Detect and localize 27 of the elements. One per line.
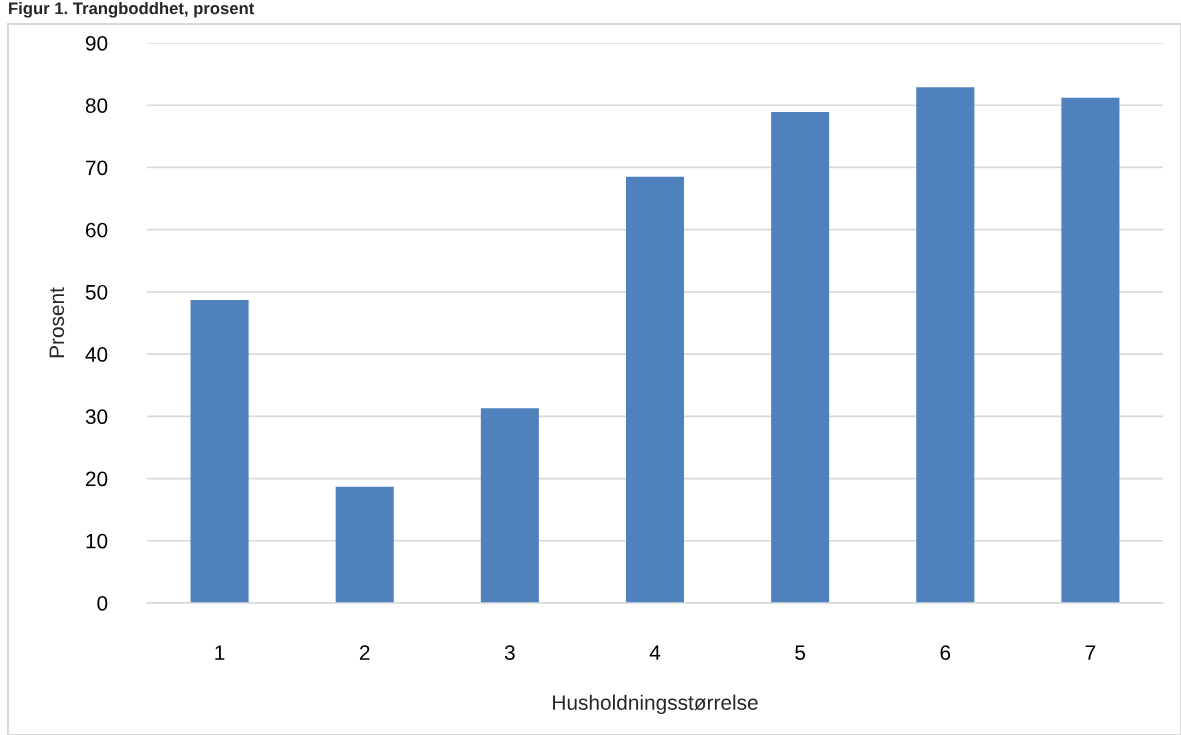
y-tick-label: 70 bbox=[86, 160, 108, 176]
y-axis-title: Prosent bbox=[49, 287, 65, 358]
y-tick-label: 80 bbox=[85, 98, 108, 113]
y-tick-label: 40 bbox=[85, 347, 108, 362]
x-tick-label: 5 bbox=[795, 645, 806, 660]
bar bbox=[1061, 97, 1120, 603]
bar bbox=[625, 176, 685, 603]
y-tick-label: 60 bbox=[86, 222, 108, 238]
x-tick-label: 7 bbox=[1085, 645, 1096, 660]
x-axis-title: Husholdningsstørrelse bbox=[553, 694, 758, 715]
y-tick-label: 50 bbox=[85, 284, 108, 300]
bar bbox=[480, 408, 539, 603]
x-tick-label: 1 bbox=[215, 645, 225, 660]
x-tick-label: 4 bbox=[649, 645, 661, 660]
y-tick-label: 20 bbox=[85, 471, 108, 487]
chart-title: Figur 1. Trangboddhet, prosent bbox=[9, 2, 255, 18]
x-tick-label: 3 bbox=[504, 645, 515, 660]
bar bbox=[916, 87, 975, 603]
y-tick-label: 0 bbox=[97, 596, 108, 611]
bar bbox=[190, 299, 249, 603]
bar bbox=[335, 486, 394, 603]
x-tick-label: 2 bbox=[359, 645, 370, 660]
bar bbox=[771, 112, 830, 603]
y-tick-label: 90 bbox=[85, 36, 108, 51]
x-tick-label: 6 bbox=[940, 645, 951, 660]
y-tick-label: 30 bbox=[85, 409, 108, 425]
y-tick-label: 10 bbox=[86, 533, 108, 549]
